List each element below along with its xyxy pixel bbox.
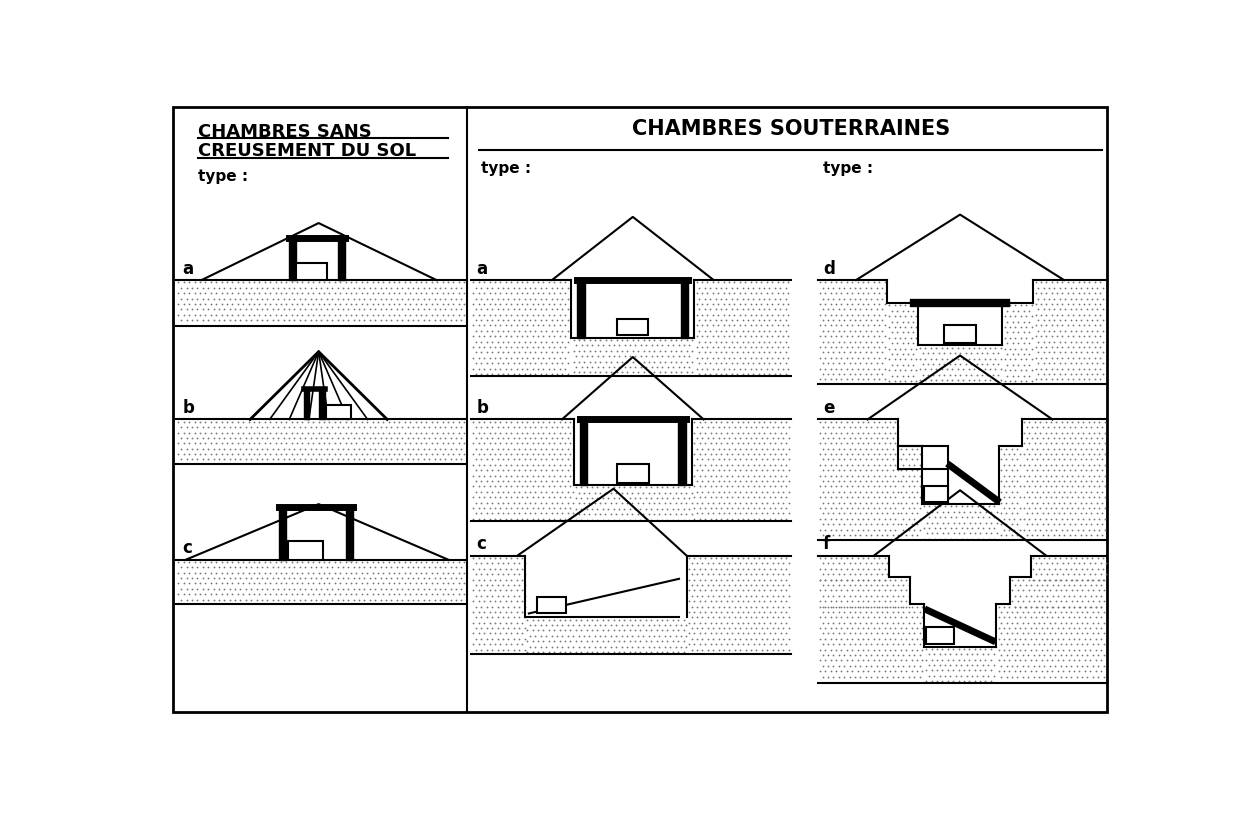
- Bar: [537, 597, 566, 614]
- Bar: [176, 420, 466, 464]
- Bar: [326, 405, 351, 420]
- Bar: [694, 280, 791, 376]
- Bar: [678, 418, 686, 485]
- Text: e: e: [823, 399, 834, 417]
- Text: c: c: [182, 539, 192, 557]
- Bar: [338, 237, 345, 280]
- Bar: [818, 556, 889, 581]
- Bar: [924, 646, 997, 683]
- Bar: [289, 237, 296, 280]
- Text: CREUSEMENT DU SOL: CREUSEMENT DU SOL: [197, 142, 416, 160]
- Text: a: a: [182, 259, 194, 278]
- Bar: [617, 464, 649, 483]
- Bar: [1022, 420, 1107, 541]
- Bar: [176, 559, 466, 604]
- Bar: [471, 280, 571, 376]
- Text: type :: type :: [823, 161, 873, 176]
- Bar: [617, 319, 648, 336]
- Bar: [471, 420, 573, 521]
- Bar: [471, 556, 525, 654]
- Bar: [320, 389, 325, 420]
- Bar: [1030, 556, 1107, 581]
- Bar: [997, 604, 1107, 683]
- Text: d: d: [823, 259, 834, 278]
- Text: type :: type :: [481, 161, 531, 176]
- Bar: [681, 279, 688, 337]
- Bar: [580, 418, 587, 485]
- Bar: [998, 446, 1022, 541]
- Bar: [818, 280, 887, 384]
- Bar: [818, 420, 898, 541]
- Text: a: a: [476, 259, 487, 278]
- Text: CHAMBRES SOUTERRAINES: CHAMBRES SOUTERRAINES: [632, 120, 949, 139]
- Bar: [818, 604, 924, 683]
- Text: b: b: [182, 399, 195, 417]
- Bar: [577, 279, 585, 337]
- Bar: [304, 389, 310, 420]
- Bar: [346, 507, 352, 559]
- Bar: [924, 486, 948, 502]
- Text: b: b: [476, 399, 488, 417]
- Text: f: f: [823, 536, 831, 554]
- Bar: [692, 420, 791, 521]
- Bar: [525, 617, 687, 654]
- Text: type :: type :: [197, 169, 247, 185]
- Bar: [279, 507, 286, 559]
- Bar: [918, 346, 1003, 384]
- Bar: [176, 280, 466, 326]
- Bar: [287, 541, 323, 559]
- Bar: [573, 485, 693, 521]
- Bar: [922, 504, 998, 541]
- Bar: [944, 324, 977, 343]
- Text: CHAMBRES SANS: CHAMBRES SANS: [197, 123, 371, 141]
- Text: c: c: [476, 536, 486, 554]
- Bar: [296, 263, 327, 280]
- Bar: [818, 577, 911, 608]
- Bar: [1010, 577, 1107, 608]
- Bar: [1033, 280, 1107, 384]
- Bar: [687, 556, 791, 654]
- Bar: [571, 337, 694, 376]
- Bar: [887, 303, 918, 384]
- Bar: [927, 628, 954, 644]
- Bar: [898, 446, 922, 541]
- Bar: [1003, 303, 1033, 384]
